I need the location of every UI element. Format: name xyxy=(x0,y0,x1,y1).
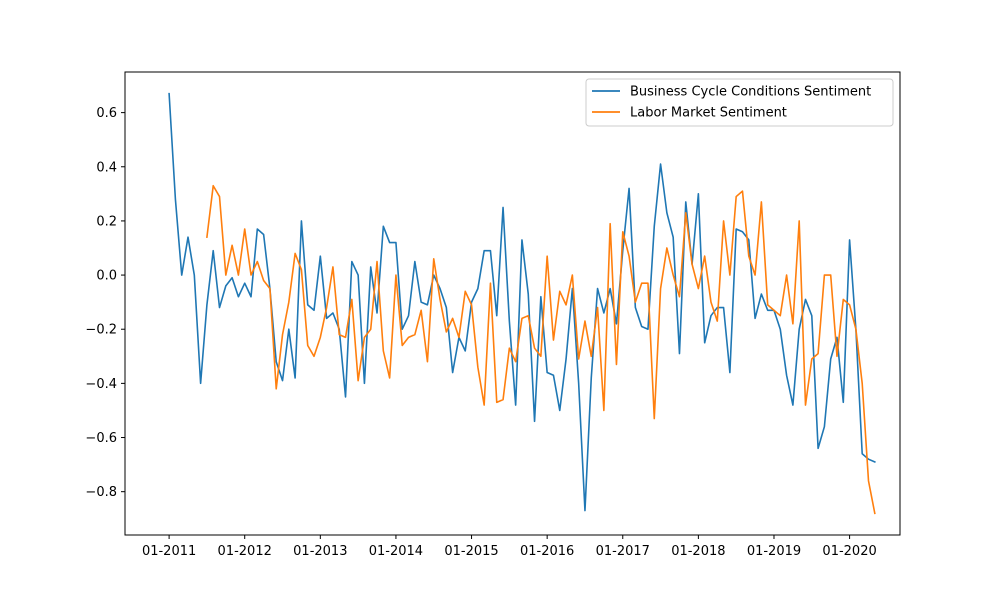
x-tick-label: 01-2012 xyxy=(218,544,272,559)
y-tick-label: −0.4 xyxy=(85,377,117,392)
plot-frame xyxy=(124,71,901,536)
x-tick-label: 01-2019 xyxy=(747,544,801,559)
y-tick-label: −0.8 xyxy=(85,485,117,500)
x-tick-label: 01-2013 xyxy=(293,544,347,559)
series-layer xyxy=(168,92,876,515)
y-tick-label: 0.0 xyxy=(96,269,117,284)
x-tick-label: 01-2018 xyxy=(671,544,725,559)
legend-label: Business Cycle Conditions Sentiment xyxy=(630,85,871,100)
y-tick-label: −0.6 xyxy=(85,431,117,446)
y-tick-label: 0.6 xyxy=(96,106,117,121)
x-axis: 01-2011 01-2012 01-2013 01-2014 01-2015 01-20… xyxy=(142,535,877,559)
y-tick-label: −0.2 xyxy=(85,323,117,338)
y-tick-label: 0.4 xyxy=(96,160,117,175)
plot-area xyxy=(124,71,901,536)
legend: Business Cycle Conditions Sentiment Labor… xyxy=(585,78,894,127)
x-tick-label: 01-2011 xyxy=(142,544,196,559)
y-tick-label: 0.2 xyxy=(96,214,117,229)
x-tick-label: 01-2020 xyxy=(822,544,876,559)
series-line-2 xyxy=(206,184,876,515)
legend-label: Labor Market Sentiment xyxy=(630,106,787,121)
x-tick-label: 01-2017 xyxy=(596,544,650,559)
series-line-1 xyxy=(168,92,876,512)
x-tick-label: 01-2014 xyxy=(369,544,423,559)
x-tick-label: 01-2016 xyxy=(520,544,574,559)
y-axis: 0.6 0.4 0.2 0.0 −0.2 −0.4 −0.6 −0.8 xyxy=(85,106,125,500)
legend-box xyxy=(585,78,894,127)
x-tick-label: 01-2015 xyxy=(444,544,498,559)
